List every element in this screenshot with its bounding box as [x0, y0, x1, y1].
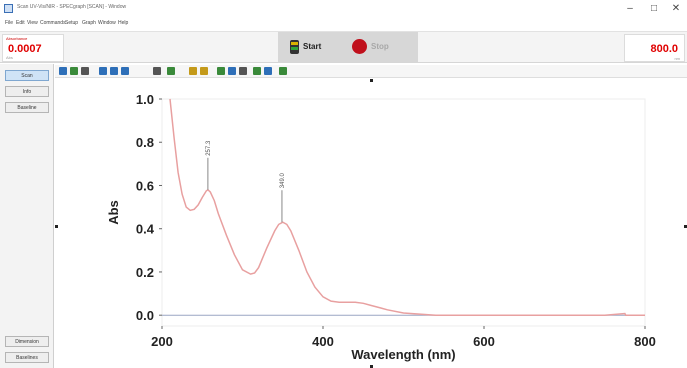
peak-label: 257.3 [206, 140, 212, 156]
spectrum-line [169, 98, 645, 316]
app-icon [4, 4, 13, 13]
menu-window[interactable]: Window [98, 20, 116, 26]
x-axis-label: Wavelength (nm) [351, 347, 455, 362]
x-tick-label: 600 [473, 334, 495, 349]
traffic-light-icon [290, 40, 299, 54]
sidebar-button-scan[interactable]: Scan [5, 70, 49, 81]
marker-icon[interactable] [110, 67, 118, 75]
peak-label: 349.0 [280, 173, 286, 189]
y-tick-label: 0.2 [136, 265, 154, 280]
chart-background [55, 79, 687, 368]
print-icon[interactable] [189, 67, 197, 75]
menu-graph[interactable]: Graph [82, 20, 96, 26]
line-icon[interactable] [121, 67, 129, 75]
x-tick-label: 400 [312, 334, 334, 349]
plot-area [161, 98, 646, 327]
absorbance-value: 0.0007 [8, 43, 42, 55]
image-icon[interactable] [279, 67, 287, 75]
menu-file[interactable]: File [5, 20, 14, 26]
y-tick-label: 0.0 [136, 308, 154, 323]
absorbance-label: Absorbance [6, 36, 28, 41]
sidebar-button-dimension[interactable]: Dimension [5, 336, 49, 347]
wavelength-readout: 800.0 nm [624, 34, 685, 62]
menu-setup[interactable]: Setup [65, 20, 79, 26]
wavelength-unit: nm [674, 56, 680, 61]
left-sidebar: Scan Info Baseline Dimension Baselines [0, 64, 54, 368]
menu-edit[interactable]: Edit [16, 20, 25, 26]
sidebar-button-baseline[interactable]: Baseline [5, 102, 49, 113]
graph-toolbar [55, 65, 687, 78]
resize-handle [370, 365, 373, 368]
title-bar: Scan UV-Vis/NIR - SPECgraph [SCAN] - Win… [0, 0, 687, 18]
text-icon[interactable] [153, 67, 161, 75]
resize-handle [370, 79, 373, 82]
copy-icon[interactable] [217, 67, 225, 75]
start-label: Start [303, 42, 322, 51]
x-tick-label: 200 [151, 334, 173, 349]
save-icon[interactable] [200, 67, 208, 75]
spectrum-chart[interactable]: 0.0 0.2 0.4 0.6 0.8 1.0 200 400 600 800 Wavelength… [55, 79, 687, 368]
stop-label: Stop [371, 42, 389, 51]
cursor-icon[interactable] [81, 67, 89, 75]
resize-handle [684, 225, 687, 228]
delete-icon[interactable] [239, 67, 247, 75]
scan-controls: Start Stop [278, 32, 418, 62]
y-tick-label: 0.4 [136, 222, 155, 237]
menu-commands[interactable]: Commands [40, 20, 66, 26]
absorbance-readout: Absorbance 0.0007 Abs [2, 34, 64, 62]
stop-button[interactable]: Stop [350, 37, 410, 57]
menu-help[interactable]: Help [118, 20, 129, 26]
peak-icon[interactable] [167, 67, 175, 75]
y-axis-label: Abs [106, 200, 121, 225]
y-tick-label: 0.8 [136, 135, 154, 150]
sidebar-button-baselines[interactable]: Baselines [5, 352, 49, 363]
report-icon[interactable] [253, 67, 261, 75]
stop-icon [352, 39, 367, 54]
close-button[interactable]: ✕ [671, 3, 681, 14]
window-title: Scan UV-Vis/NIR - SPECgraph [SCAN] - Win… [17, 4, 127, 10]
zoom-icon[interactable] [59, 67, 67, 75]
x-tick-label: 800 [634, 334, 656, 349]
table-icon[interactable] [264, 67, 272, 75]
menu-view[interactable]: View [27, 20, 38, 26]
y-tick-label: 0.6 [136, 178, 154, 193]
menu-bar: File Edit View Commands Setup Graph Wind… [0, 19, 687, 29]
wavelength-value: 800.0 [650, 43, 678, 55]
start-button[interactable]: Start [288, 37, 342, 57]
export-icon[interactable] [228, 67, 236, 75]
cross-icon[interactable] [99, 67, 107, 75]
pointer-icon[interactable] [70, 67, 78, 75]
resize-handle [55, 225, 58, 228]
absorbance-unit: Abs [6, 55, 13, 60]
readout-strip: Absorbance 0.0007 Abs Start Stop 800.0 n… [0, 31, 687, 63]
y-tick-label: 1.0 [136, 92, 154, 107]
minimize-button[interactable]: – [627, 3, 633, 14]
maximize-button[interactable]: □ [650, 3, 658, 14]
sidebar-button-info[interactable]: Info [5, 86, 49, 97]
